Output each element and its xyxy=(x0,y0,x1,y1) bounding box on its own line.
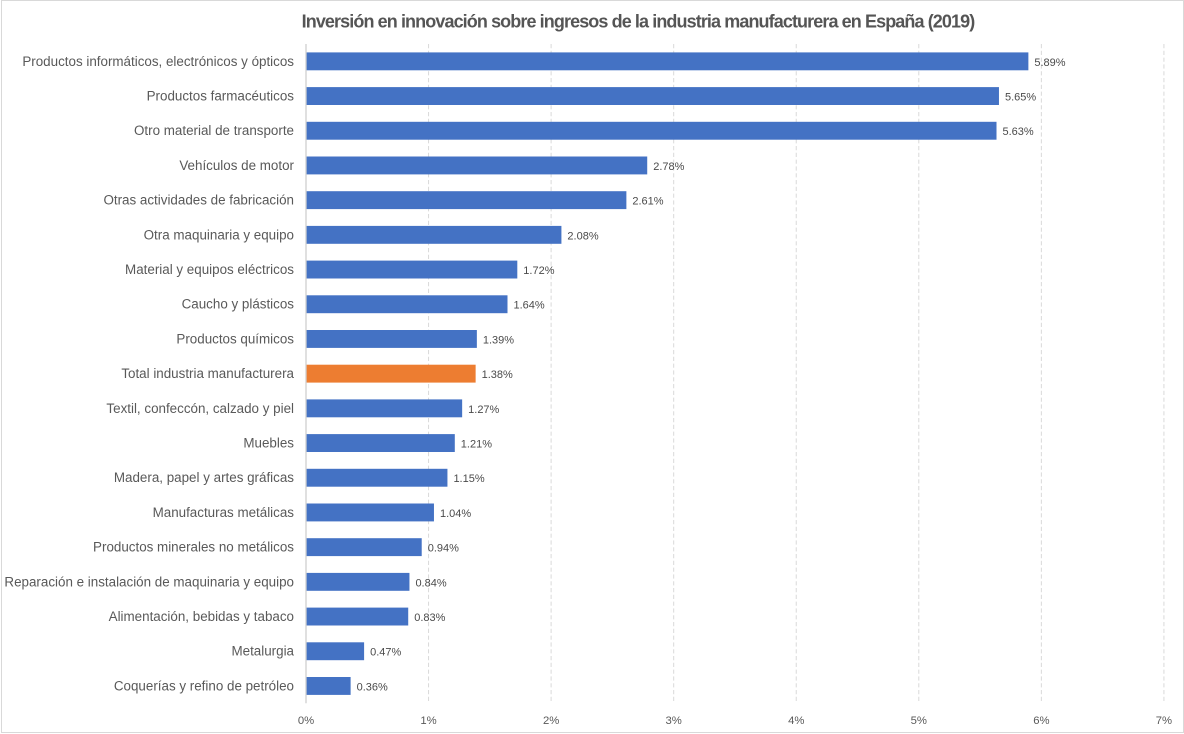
svg-text:1.27%: 1.27% xyxy=(468,404,499,416)
svg-text:1.38%: 1.38% xyxy=(482,369,513,381)
svg-text:Alimentación, bebidas y tabaco: Alimentación, bebidas y tabaco xyxy=(109,609,294,624)
svg-text:Inversión en innovación sobre: Inversión en innovación sobre ingresos d… xyxy=(302,11,976,31)
svg-text:Caucho y plásticos: Caucho y plásticos xyxy=(182,297,295,312)
svg-text:0%: 0% xyxy=(298,715,314,727)
svg-text:5.63%: 5.63% xyxy=(1003,126,1034,138)
svg-text:5%: 5% xyxy=(911,715,927,727)
svg-text:7%: 7% xyxy=(1156,715,1172,727)
svg-text:1.64%: 1.64% xyxy=(514,300,545,312)
svg-text:1.04%: 1.04% xyxy=(440,508,471,520)
svg-text:5.65%: 5.65% xyxy=(1005,92,1036,104)
svg-text:1.15%: 1.15% xyxy=(453,473,484,485)
svg-text:1%: 1% xyxy=(420,715,436,727)
svg-text:Productos minerales no metálic: Productos minerales no metálicos xyxy=(93,540,294,555)
svg-text:1.39%: 1.39% xyxy=(483,334,514,346)
svg-text:1.72%: 1.72% xyxy=(523,265,554,277)
svg-text:0.36%: 0.36% xyxy=(357,681,388,693)
svg-text:Productos informáticos, electr: Productos informáticos, electrónicos y ó… xyxy=(22,54,294,69)
svg-text:3%: 3% xyxy=(666,715,682,727)
svg-text:Coquerías y refino de petróleo: Coquerías y refino de petróleo xyxy=(114,678,294,693)
svg-text:5.89%: 5.89% xyxy=(1034,57,1065,69)
svg-text:0.47%: 0.47% xyxy=(370,647,401,659)
svg-text:2%: 2% xyxy=(543,715,559,727)
svg-text:Textil, confeccón, calzado y p: Textil, confeccón, calzado y piel xyxy=(106,401,294,416)
svg-text:Reparación e instalación de ma: Reparación e instalación de maquinaria y… xyxy=(4,574,294,589)
svg-text:Muebles: Muebles xyxy=(243,436,294,451)
svg-text:0.84%: 0.84% xyxy=(415,577,446,589)
svg-text:Vehículos de motor: Vehículos de motor xyxy=(179,158,294,173)
svg-text:1.21%: 1.21% xyxy=(461,439,492,451)
svg-text:Material y equipos eléctricos: Material y equipos eléctricos xyxy=(125,262,294,277)
svg-text:2.61%: 2.61% xyxy=(632,196,663,208)
svg-text:Otro material de transporte: Otro material de transporte xyxy=(134,123,294,138)
svg-text:4%: 4% xyxy=(788,715,804,727)
svg-text:6%: 6% xyxy=(1033,715,1049,727)
svg-text:Manufacturas metálicas: Manufacturas metálicas xyxy=(153,505,295,520)
svg-text:Productos químicos: Productos químicos xyxy=(176,331,294,346)
svg-text:Madera, papel y artes gráficas: Madera, papel y artes gráficas xyxy=(114,470,294,485)
svg-text:Metalurgia: Metalurgia xyxy=(231,644,294,659)
svg-text:0.83%: 0.83% xyxy=(414,612,445,624)
svg-text:2.78%: 2.78% xyxy=(653,161,684,173)
svg-text:0.94%: 0.94% xyxy=(428,543,459,555)
svg-text:Otras actividades de fabricaci: Otras actividades de fabricación xyxy=(103,193,294,208)
svg-text:Total industria manufacturera: Total industria manufacturera xyxy=(121,366,294,381)
svg-text:Otra maquinaria y equipo: Otra maquinaria y equipo xyxy=(144,227,294,242)
svg-text:2.08%: 2.08% xyxy=(567,230,598,242)
svg-text:Productos farmacéuticos: Productos farmacéuticos xyxy=(147,89,295,104)
